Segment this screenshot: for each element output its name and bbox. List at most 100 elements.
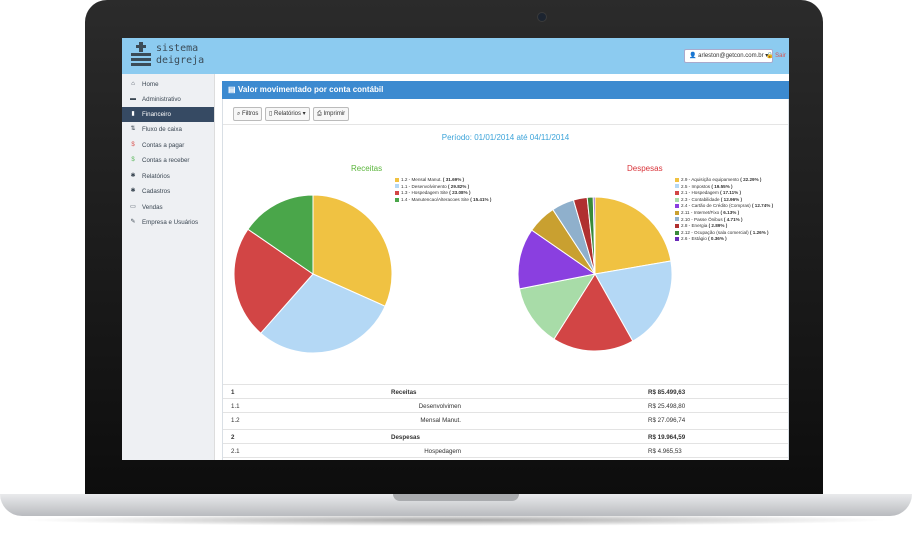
legend-item: 2.6 - Estágio ( 0.36% ) [675,236,727,242]
print-label: Imprimir [323,111,346,117]
table-cell-code: 1 [231,389,235,396]
lock-icon: 🔒 [766,53,774,59]
table-cell-name: Receitas [391,389,417,396]
sidebar-item-empresa-e-usuários[interactable]: ✎ Empresa e Usuários [122,215,214,230]
legend-label: 2.9 - Aquisição equipamento [681,177,739,182]
legend-item: 1.3 - Hospedagem Site ( 23.08% ) [395,190,470,196]
logout-label: Sair [775,53,786,59]
legend-swatch [675,210,679,215]
print-icon: ⎙ [317,111,322,117]
sidebar-item-label: Administrativo [142,96,181,103]
pie-slice[interactable] [592,196,596,275]
table-cell-code: 1.2 [231,417,240,424]
sidebar-item-relatórios[interactable]: ✱ Relatórios [122,169,214,184]
logo[interactable]: sistema deigreja [130,42,210,70]
laptop-notch [393,494,519,501]
gear-icon: ✱ [130,173,136,179]
pie-slice[interactable] [553,273,634,352]
legend-swatch [675,217,679,222]
table-row-divider [223,384,788,385]
pie-slice[interactable] [594,260,673,342]
table-cell-value: R$ 27.096,74 [648,417,686,424]
legend-item: 2.10 - Passe Ônibus ( 4.71% ) [675,217,743,223]
legend-swatch [675,190,679,195]
table-cell-code: 1.1 [231,403,240,410]
table-cell-name: Desenvolvimen [418,403,461,410]
sidebar-item-label: Relatórios [142,173,170,180]
legend-value: ( 31.69% ) [442,177,465,182]
legend-label: 2.11 - Internet/Fixo [681,210,720,215]
sidebar-item-label: Home [142,81,159,88]
user-email: arleston@getcon.com.br ▾ [698,53,769,59]
sidebar-item-administrativo[interactable]: ▬ Administrativo [122,92,214,107]
table-cell-code: 2.1 [231,448,240,455]
legend-label: 2.3 - Contabilidade [681,196,720,202]
main-content: ▤ Valor movimentado por conta contábil ⌕… [222,81,789,460]
wrench-icon: ✎ [130,219,136,225]
legend-swatch [395,197,399,202]
legend-swatch [395,177,399,182]
legend-label: 1.1 - Desenvolvimento [401,183,447,189]
legend-swatch [675,223,679,228]
table-cell-value: R$ 4.965,53 [648,448,682,455]
sidebar-item-vendas[interactable]: ▭ Vendas [122,200,214,215]
laptop-base [0,494,912,516]
pie-slice[interactable] [233,228,314,334]
table-row-divider [223,457,788,458]
laptop-shadow [20,514,892,526]
sidebar-item-label: Fluxo de caixa [142,126,182,133]
legend-value: ( 0.36% ) [708,236,727,242]
sidebar-item-label: Cadastros [142,188,171,195]
sidebar-item-label: Financeiro [142,111,171,118]
legend-value: ( 17.11% ) [720,190,742,196]
legend-value: ( 22.29% ) [740,177,762,182]
pie-slice[interactable] [594,196,672,275]
legend-swatch [395,184,399,189]
pie-slice[interactable] [260,273,386,354]
legend-item: 2.9 - Aquisição equipamento ( 22.29% ) [675,177,761,183]
legend-value: ( 4.71% ) [723,216,743,222]
table-cell-value: R$ 85.499,63 [648,389,686,396]
despesas-chart-title: Despesas [627,164,663,173]
legend-swatch [675,197,679,202]
search-icon: ⌕ [237,111,241,117]
bar-chart-icon: ▮ [131,111,135,117]
sidebar-item-fluxo-de-caixa[interactable]: ⇅ Fluxo de caixa [122,122,214,137]
sidebar-item-cadastros[interactable]: ✱ Cadastros [122,184,214,199]
print-button[interactable]: ⎙ Imprimir [313,107,350,121]
pie-slice[interactable] [517,229,597,290]
transfer-icon: ⇅ [130,126,136,132]
file-icon: ▯ [269,111,273,117]
logout-button[interactable]: 🔒 Sair [766,50,786,62]
period-label: Período: 01/01/2014 até 04/11/2014 [441,133,570,142]
legend-item: 1.1 - Desenvolvimento ( 29.82% ) [395,184,469,190]
legend-value: ( 12.96% ) [720,196,743,202]
despesas-pie-chart [517,196,673,352]
pie-slice[interactable] [312,194,393,307]
sidebar-item-financeiro[interactable]: ▮ Financeiro [122,107,214,122]
legend-label: 1.2 - Mensal Manut. [401,177,442,182]
sidebar-item-contas-a-receber[interactable]: $ Contas a receber [122,153,214,168]
user-icon: 👤 [689,53,697,59]
user-menu-button[interactable]: 👤 arleston@getcon.com.br ▾ [684,49,774,63]
basket-icon: ▭ [130,204,136,210]
legend-swatch [675,237,679,242]
pie-slice[interactable] [247,194,314,275]
legend-item: 2.12 - Ocupação (sala comercial) ( 1.26%… [675,230,769,236]
legend-label: 1.4 - Manutencao/Alteracoes Site [401,196,469,202]
dollar-icon: $ [131,157,135,163]
legend-label: 2.5 - Impostos [681,183,711,189]
pie-slice[interactable] [518,273,597,340]
briefcase-icon: ▬ [130,96,136,102]
receitas-pie-chart [233,194,393,354]
legend-swatch [395,190,399,195]
app-screen: sistema deigreja 👤 arleston@getcon.com.b… [122,38,789,460]
sidebar-item-contas-a-pagar[interactable]: $ Contas a pagar [122,138,214,153]
legend-label: 2.4 - Cartão de Crédito (Compras) [681,203,751,209]
legend-value: ( 1.26% ) [749,229,769,235]
legend-value: ( 2.89% ) [708,223,728,229]
sidebar-item-home[interactable]: ⌂ Home [122,77,214,92]
table-cell-name: Mensal Manut. [420,417,461,424]
filters-button[interactable]: ⌕ Filtros [233,107,263,121]
reports-dropdown-button[interactable]: ▯ Relatórios ▾ [265,107,310,121]
